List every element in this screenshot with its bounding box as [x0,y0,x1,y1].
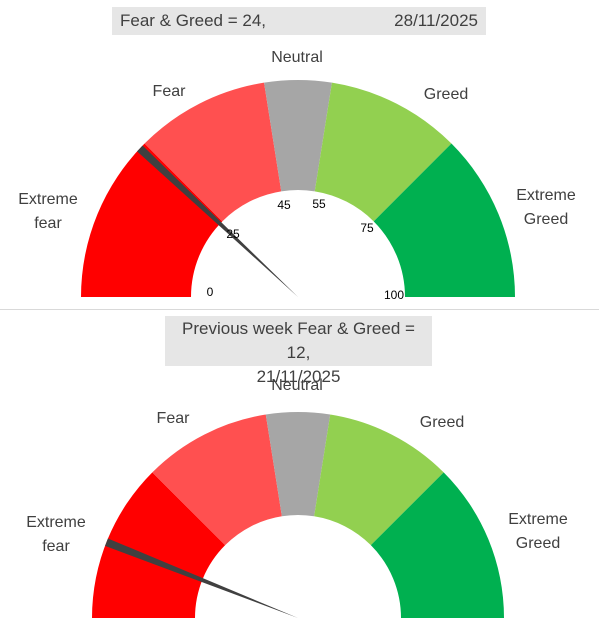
current-gauge-chart: Extreme fear Fear Neutral Greed Extreme … [18,49,576,302]
previous-band-neutral [265,412,331,517]
current-tick-100: 100 [384,288,404,302]
current-label-extreme-fear-1: Extreme [18,191,78,208]
current-label-extreme-greed-1: Extreme [516,187,576,204]
current-gauge-title: Fear & Greed = 24, [120,11,266,30]
current-label-neutral: Neutral [271,49,323,66]
previous-label-extreme-fear-1: Extreme [26,514,86,531]
previous-band-extreme-greed [370,472,504,618]
previous-label-greed: Greed [420,414,464,431]
previous-gauge-title: Previous week Fear & Greed = 12, [182,319,415,362]
current-gauge-date: 28/11/2025 [394,11,478,30]
current-gauge-title-box: Fear & Greed = 24, 28/11/2025 [112,7,486,35]
current-tick-75: 75 [360,221,374,235]
current-band-neutral [264,80,332,192]
current-band-greed [314,82,452,222]
current-band-extreme-fear [81,143,223,297]
previous-label-extreme-greed-2: Greed [516,535,560,552]
current-label-extreme-fear-2: fear [34,215,62,232]
current-tick-25: 25 [226,227,240,241]
previous-gauge-title-box: Previous week Fear & Greed = 12, 21/11/2… [165,316,432,386]
current-band-extreme-greed [373,143,515,297]
previous-gauge-panel: Previous week Fear & Greed = 12, 21/11/2… [0,309,599,634]
previous-label-extreme-fear-2: fear [42,538,70,555]
previous-needle [104,538,298,618]
current-tick-0: 0 [207,285,214,299]
previous-band-greed [314,414,444,546]
current-label-greed: Greed [424,86,468,103]
current-needle [137,145,298,297]
previous-label-extreme-greed-1: Extreme [508,511,568,528]
current-label-fear: Fear [153,83,187,100]
current-label-extreme-greed-2: Greed [524,211,568,228]
previous-gauge-chart: Extreme fear Fear Neutral Greed Extreme … [26,377,568,618]
current-tick-55: 55 [312,197,326,211]
current-tick-45: 45 [277,198,291,212]
current-gauge-panel: Fear & Greed = 24, 28/11/2025 Extreme fe… [0,0,599,309]
previous-band-extreme-fear [92,472,226,618]
current-band-fear [144,82,282,222]
previous-band-fear [152,414,282,546]
previous-label-fear: Fear [157,410,191,427]
previous-gauge-date: 21/11/2025 [256,367,341,386]
previous-label-neutral: Neutral [271,377,323,394]
